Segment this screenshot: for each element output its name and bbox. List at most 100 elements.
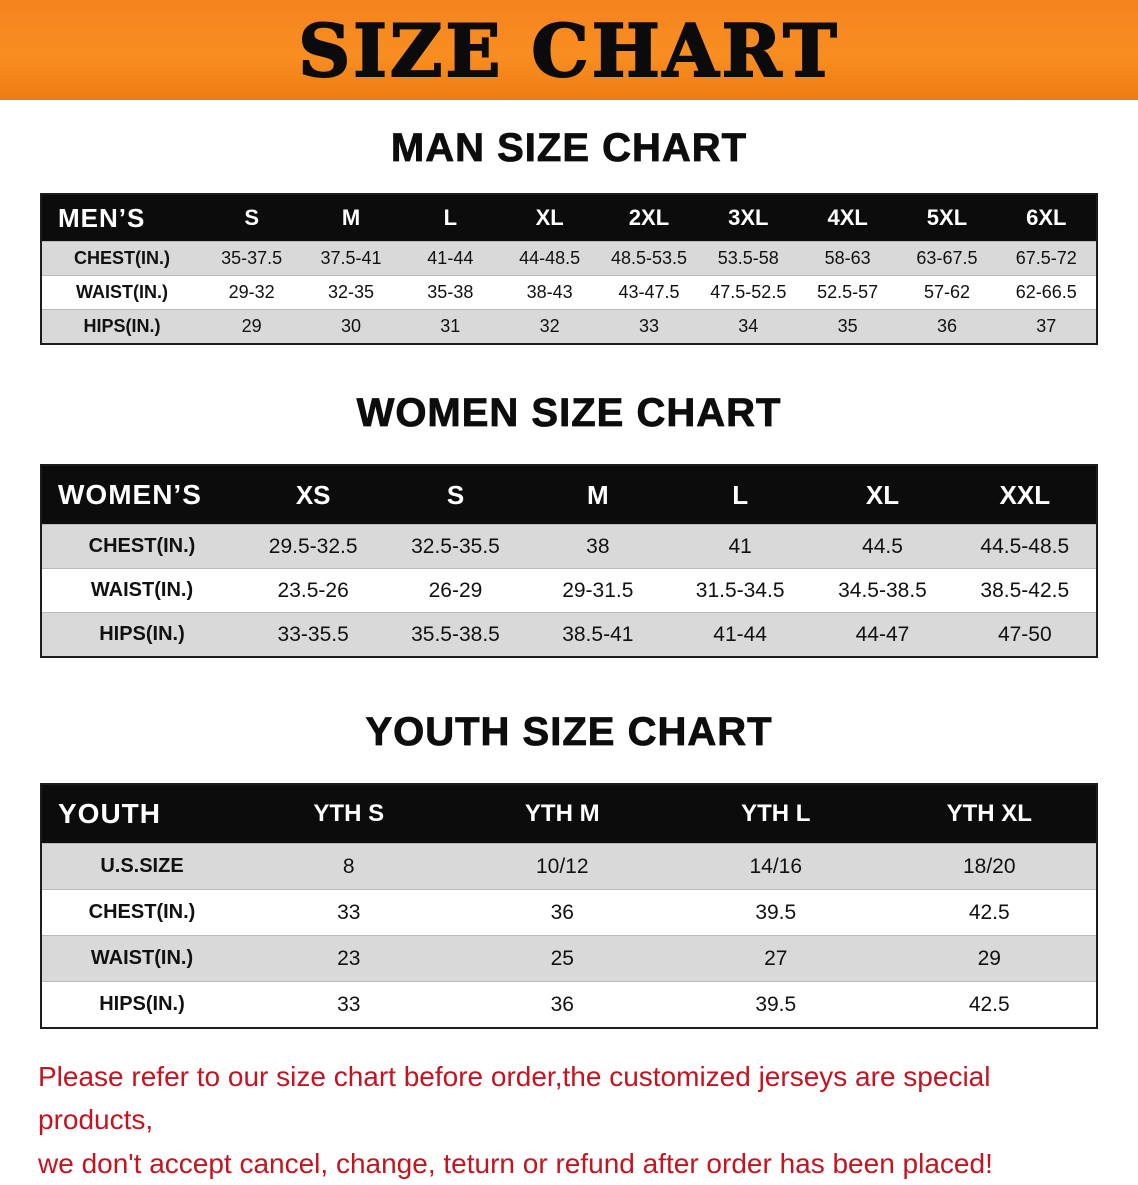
row-label: WAIST(IN.): [90, 579, 194, 601]
table-row: WAIST(IN.) 23.5-26 26-29 29-31.5 31.5-34.5 34…: [42, 568, 1096, 612]
column-header: S: [446, 479, 465, 510]
table-header-row: YOUTH YTH S YTH M YTH L YTH XL: [42, 785, 1096, 843]
size-cell: 33: [337, 992, 361, 1016]
table-row: CHEST(IN.) 29.5-32.5 32.5-35.5 38 41 44.5 44.5…: [42, 524, 1096, 568]
size-cell: 25: [550, 946, 574, 970]
size-cell: 67.5-72: [1015, 248, 1077, 268]
size-cell: 42.5: [968, 900, 1010, 924]
size-cell: 48.5-53.5: [610, 248, 687, 268]
size-cell: 43-47.5: [618, 282, 680, 302]
table-row: HIPS(IN.) 29 30 31 32 33 34 35 36 37: [42, 309, 1096, 343]
size-cell: 53.5-58: [717, 248, 779, 268]
row-label: CHEST(IN.): [88, 535, 196, 557]
column-header: L: [443, 205, 458, 230]
men-size-table: MEN’S S M L XL 2XL 3XL 4XL 5XL 6XL CHEST(IN.) 35-37…: [40, 193, 1098, 345]
size-cell: 29-31.5: [562, 578, 634, 602]
size-cell: 35-38: [427, 282, 474, 302]
column-header: 4XL: [827, 205, 868, 230]
size-cell: 29: [977, 946, 1001, 970]
size-cell: 27: [764, 946, 788, 970]
size-cell: 41-44: [427, 248, 474, 268]
size-cell: 42.5: [968, 992, 1010, 1016]
table-title-cell: MEN’S: [58, 202, 146, 233]
column-header: 5XL: [926, 205, 968, 230]
men-section-heading: MAN SIZE CHART: [390, 126, 748, 171]
size-cell: 44.5: [862, 534, 903, 558]
table-title-cell: YOUTH: [58, 798, 161, 829]
size-cell: 37.5-41: [320, 248, 382, 268]
row-label: U.S.SIZE: [100, 855, 184, 877]
size-cell: 39.5: [755, 900, 797, 924]
size-cell: 31: [440, 316, 461, 336]
column-header: XL: [865, 479, 900, 510]
size-cell: 47-50: [997, 622, 1052, 646]
size-cell: 34: [738, 316, 759, 336]
size-cell: 63-67.5: [916, 248, 978, 268]
order-policy-note-line1: Please refer to our size chart before or…: [38, 1061, 991, 1136]
size-cell: 58-63: [824, 248, 871, 268]
row-label: HIPS(IN.): [83, 316, 161, 336]
table-row: HIPS(IN.) 33 36 39.5 42.5: [42, 981, 1096, 1027]
row-label: WAIST(IN.): [90, 947, 194, 969]
column-header: 3XL: [728, 205, 769, 230]
column-header: 2XL: [628, 205, 670, 230]
size-cell: 35-37.5: [221, 248, 283, 268]
size-cell: 41-44: [713, 622, 767, 646]
table-row: CHEST(IN.) 35-37.5 37.5-41 41-44 44-48.5 48.5…: [42, 241, 1096, 275]
table-row: WAIST(IN.) 29-32 32-35 35-38 38-43 43-47.5 47.…: [42, 275, 1096, 309]
size-cell: 32.5-35.5: [411, 534, 500, 558]
column-header: 6XL: [1026, 205, 1067, 230]
women-section-heading: WOMEN SIZE CHART: [356, 391, 782, 436]
size-cell: 44-47: [855, 622, 910, 646]
size-cell: 37: [1036, 316, 1057, 336]
table-row: U.S.SIZE 8 10/12 14/16 18/20: [42, 843, 1096, 889]
size-cell: 23: [337, 946, 361, 970]
column-header: M: [586, 479, 609, 510]
table-title-cell: WOMEN’S: [58, 479, 202, 510]
row-label: WAIST(IN.): [76, 282, 168, 302]
size-cell: 36: [936, 316, 957, 336]
size-cell: 14/16: [749, 854, 803, 878]
table-row: HIPS(IN.) 33-35.5 35.5-38.5 38.5-41 41-44 44-…: [42, 612, 1096, 656]
size-cell: 62-66.5: [1015, 282, 1077, 302]
size-cell: 31.5-34.5: [695, 578, 785, 602]
size-cell: 33: [337, 900, 361, 924]
size-cell: 32: [539, 316, 560, 336]
size-cell: 41: [728, 534, 752, 558]
column-header: S: [244, 205, 259, 230]
page-title: SIZE CHART: [297, 7, 840, 94]
column-header: XS: [295, 479, 331, 510]
size-cell: 34.5-38.5: [838, 578, 927, 602]
size-cell: 33: [638, 316, 659, 336]
youth-size-table: YOUTH YTH S YTH M YTH L YTH XL U.S.SIZE 8 10/12…: [40, 783, 1098, 1029]
column-header: YTH M: [524, 800, 600, 827]
size-cell: 10/12: [535, 854, 589, 878]
size-cell: 47.5-52.5: [710, 282, 787, 302]
column-header: YTH L: [741, 800, 811, 827]
size-cell: 36: [550, 900, 574, 924]
size-cell: 44-48.5: [519, 248, 581, 268]
size-cell: 38.5-42.5: [980, 578, 1070, 602]
women-size-table: WOMEN’S XS S M L XL XXL CHEST(IN.) 29.5-32.5 32.5…: [40, 464, 1098, 658]
column-header: L: [732, 479, 749, 510]
size-cell: 29.5-32.5: [268, 534, 358, 558]
size-cell: 35: [837, 316, 858, 336]
size-cell: 30: [340, 316, 361, 336]
size-cell: 52.5-57: [817, 282, 879, 302]
order-policy-note-line2: we don't accept cancel, change, teturn o…: [38, 1147, 993, 1179]
row-label: CHEST(IN.): [74, 248, 170, 268]
order-policy-note: Please refer to our size chart before or…: [38, 1055, 1100, 1185]
size-cell: 57-62: [923, 282, 970, 302]
table-row: CHEST(IN.) 33 36 39.5 42.5: [42, 889, 1096, 935]
row-label: CHEST(IN.): [88, 901, 196, 923]
row-label: HIPS(IN.): [99, 623, 185, 645]
size-cell: 36: [550, 992, 574, 1016]
table-header-row: WOMEN’S XS S M L XL XXL: [42, 466, 1096, 524]
row-label: HIPS(IN.): [99, 993, 185, 1015]
size-cell: 38: [586, 534, 610, 558]
size-cell: 29: [241, 316, 262, 336]
table-row: WAIST(IN.) 23 25 27 29: [42, 935, 1096, 981]
title-banner: SIZE CHART: [0, 0, 1138, 100]
size-cell: 38-43: [526, 282, 573, 302]
